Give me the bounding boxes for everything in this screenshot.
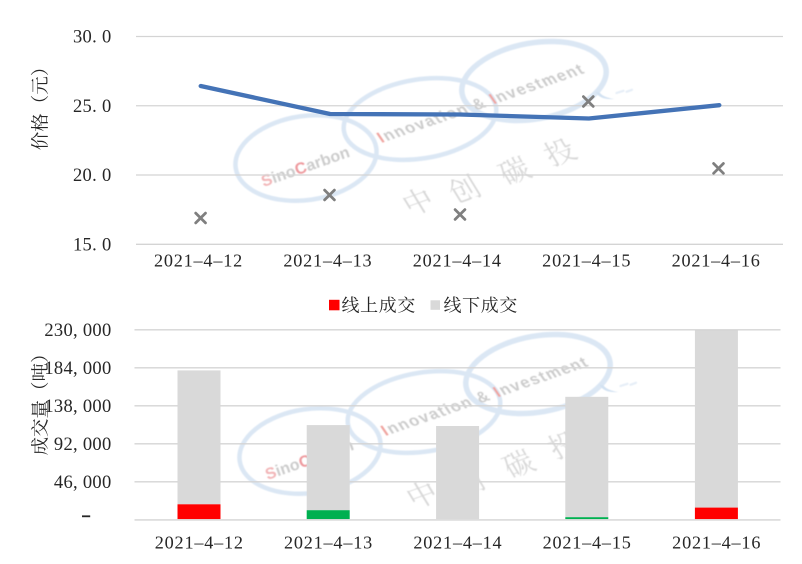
svg-text:15. 0: 15. 0	[73, 236, 112, 256]
svg-text:2021–4–16: 2021–4–16	[672, 533, 761, 553]
svg-text:92, 000: 92, 000	[54, 435, 112, 455]
svg-text:2021–4–16: 2021–4–16	[672, 251, 761, 271]
svg-text:2021–4–14: 2021–4–14	[413, 533, 502, 553]
svg-text:2021–4–12: 2021–4–12	[154, 251, 243, 271]
svg-text:2021–4–13: 2021–4–13	[283, 251, 372, 271]
svg-text:2021–4–14: 2021–4–14	[413, 251, 502, 271]
svg-text:30. 0: 30. 0	[73, 28, 112, 48]
svg-text:2021–4–13: 2021–4–13	[284, 533, 373, 553]
svg-text:138, 000: 138, 000	[44, 397, 111, 417]
svg-text:46, 000: 46, 000	[54, 473, 112, 493]
svg-text:2021–4–15: 2021–4–15	[543, 533, 632, 553]
svg-text:20. 0: 20. 0	[73, 166, 112, 186]
svg-text:184, 000: 184, 000	[44, 359, 111, 379]
svg-text:2021–4–12: 2021–4–12	[155, 533, 244, 553]
svg-text:2021–4–15: 2021–4–15	[542, 251, 631, 271]
svg-text:230, 000: 230, 000	[44, 321, 111, 341]
svg-text:25. 0: 25. 0	[73, 97, 112, 117]
